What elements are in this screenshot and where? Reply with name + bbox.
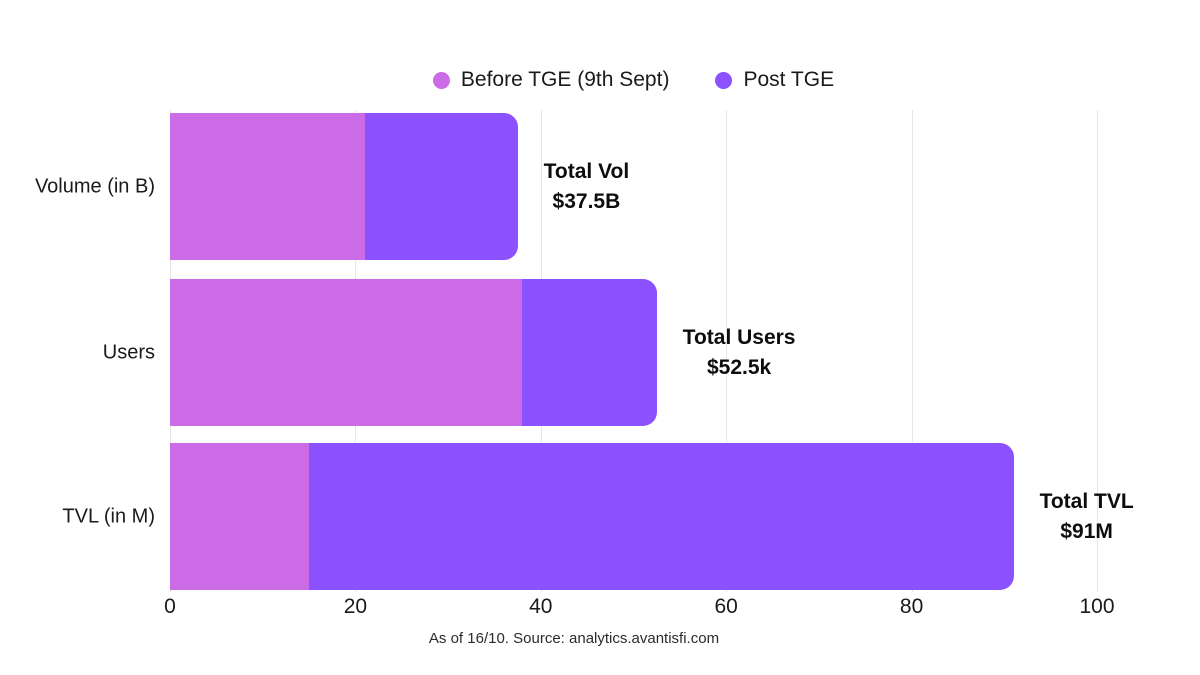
x-tick-label-40: 40 [529, 595, 553, 618]
category-label-0: Volume (in B) [34, 175, 155, 197]
legend-swatch-post-tge-icon [715, 71, 733, 89]
bar-segment-post-tge-2 [309, 443, 1014, 590]
x-tick-label-0: 0 [164, 595, 176, 618]
legend: Before TGE (9th Sept) Post TGE [170, 62, 1097, 98]
legend-label-post-tge: Post TGE [743, 68, 835, 91]
x-tick-label-20: 20 [343, 595, 368, 618]
source-note: As of 16/10. Source: analytics.avantisfi… [428, 630, 720, 647]
annotation-title-2: Total TVL [1039, 489, 1134, 513]
category-label-2: TVL (in M) [62, 505, 155, 527]
legend-item-before-tge: Before TGE (9th Sept) [432, 68, 670, 92]
bar-row-0 [170, 113, 518, 260]
gridline-x-60 [726, 110, 728, 592]
bar-row-2 [170, 443, 1014, 590]
total-annotation-2: Total TVL $91M [1040, 487, 1134, 547]
bar-segment-before-tge-2 [170, 443, 310, 590]
plot-area [170, 110, 1098, 592]
bar-row-1 [170, 279, 657, 426]
annotation-title-1: Total Users [682, 325, 796, 349]
gridline-x-100 [1097, 110, 1098, 592]
x-tick-label-100: 100 [1079, 595, 1115, 618]
bar-segment-post-tge-1 [522, 279, 657, 426]
category-label-1: Users [102, 341, 155, 363]
annotation-value-1: $52.5k [706, 355, 772, 379]
total-annotation-1: Total Users $52.5k [683, 323, 796, 383]
legend-item-post-tge: Post TGE [715, 68, 834, 92]
total-annotation-0: Total Vol $37.5B [544, 157, 630, 217]
x-tick-label-80: 80 [899, 595, 924, 618]
legend-swatch-before-tge-icon [432, 71, 450, 89]
legend-label-before-tge: Before TGE (9th Sept) [460, 68, 670, 91]
annotation-value-0: $37.5B [552, 189, 621, 213]
bar-segment-before-tge-0 [170, 113, 365, 260]
bar-segment-before-tge-1 [170, 279, 523, 426]
x-tick-label-60: 60 [714, 595, 738, 618]
annotation-value-2: $91M [1060, 519, 1113, 543]
gridline-x-80 [911, 110, 913, 592]
annotation-title-0: Total Vol [543, 159, 630, 183]
bar-segment-post-tge-0 [364, 113, 518, 260]
